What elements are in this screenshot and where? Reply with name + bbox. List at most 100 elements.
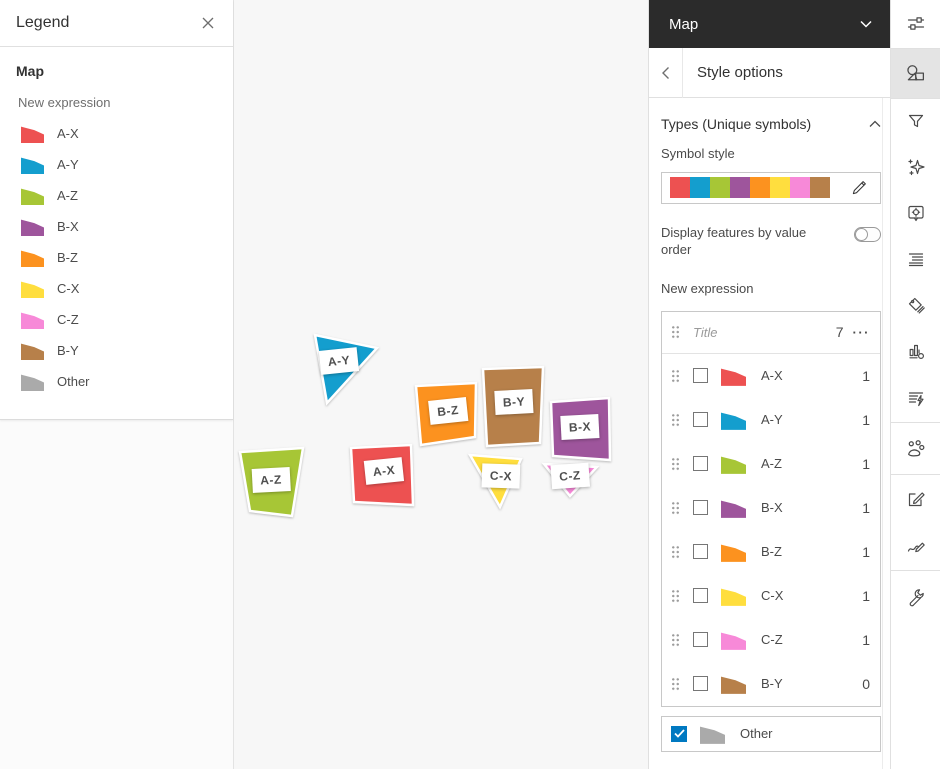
drag-handle-icon[interactable] xyxy=(671,500,680,515)
panel-scrollbar[interactable] xyxy=(882,98,883,769)
display-order-toggle[interactable] xyxy=(854,226,881,242)
effects-button[interactable] xyxy=(891,144,940,190)
drag-handle-icon[interactable] xyxy=(671,368,680,383)
polygon-swatch xyxy=(21,188,44,205)
edit-button[interactable] xyxy=(891,475,940,522)
polygon-swatch[interactable] xyxy=(721,412,746,430)
drag-handle-icon[interactable] xyxy=(671,544,680,559)
row-label: C-X xyxy=(761,588,784,604)
checkmark-icon xyxy=(673,729,685,739)
polygon-swatch[interactable] xyxy=(721,544,746,562)
drag-handle-icon[interactable] xyxy=(671,325,680,340)
row-checkbox[interactable] xyxy=(693,456,708,472)
wrench-icon xyxy=(909,588,924,606)
legend-expression-label: New expression xyxy=(18,95,111,110)
legend-close-button[interactable] xyxy=(198,13,218,33)
row-checkbox[interactable] xyxy=(693,588,708,604)
types-list: Title 7 ··· A-X 1 A-Y 1 A-Z 1 B-X 1 B-Z 1 C-X 1 C-Z 1… xyxy=(661,310,881,707)
app-settings-button[interactable] xyxy=(891,571,940,622)
polygon-swatch[interactable] xyxy=(721,500,746,518)
drag-handle-icon[interactable] xyxy=(671,632,680,647)
aggregation-button[interactable] xyxy=(891,423,940,474)
feature-label: B-Z xyxy=(428,397,468,425)
attribute-actions-button[interactable] xyxy=(891,374,940,422)
row-label: B-X xyxy=(761,500,783,516)
color-swatch xyxy=(770,177,790,199)
panel-title: Style options xyxy=(697,64,783,81)
drag-handle-icon[interactable] xyxy=(671,456,680,471)
sparkles-icon xyxy=(907,159,925,176)
fields-button[interactable] xyxy=(891,236,940,282)
type-row[interactable]: C-Z 1 xyxy=(662,618,880,662)
row-checkbox[interactable] xyxy=(693,676,708,692)
polygon-swatch[interactable] xyxy=(721,456,746,474)
charts-button[interactable] xyxy=(891,328,940,374)
chevron-up-icon xyxy=(869,120,881,127)
type-row[interactable]: A-Y 1 xyxy=(662,398,880,442)
polygon-swatch[interactable] xyxy=(721,588,746,606)
edit-symbol-style-button[interactable] xyxy=(847,175,872,200)
legend-item-label: C-Z xyxy=(57,312,79,327)
type-row[interactable]: B-Z 1 xyxy=(662,530,880,574)
feature-label: A-Z xyxy=(251,467,291,493)
display-order-label: Display features by value order xyxy=(661,224,807,258)
other-polygon-swatch[interactable] xyxy=(700,726,725,744)
color-swatch xyxy=(750,177,770,199)
other-row[interactable]: Other xyxy=(661,715,881,752)
title-input[interactable]: Title xyxy=(693,324,718,340)
polygon-swatch xyxy=(21,281,44,298)
list-rows: A-X 1 A-Y 1 A-Z 1 B-X 1 B-Z 1 C-X 1 C-Z 1 B-Y 0 xyxy=(662,354,880,706)
divider xyxy=(891,474,940,475)
fields-list-icon xyxy=(908,253,923,267)
row-checkbox[interactable] xyxy=(693,500,708,516)
polygon-swatch xyxy=(21,157,44,174)
other-checkbox[interactable] xyxy=(671,725,687,742)
row-label: A-Z xyxy=(761,456,782,472)
drag-handle-icon[interactable] xyxy=(671,676,680,691)
drag-handle-icon[interactable] xyxy=(671,412,680,427)
popups-button[interactable] xyxy=(891,190,940,236)
polygon-swatch[interactable] xyxy=(721,368,746,386)
styles-button[interactable] xyxy=(891,49,940,98)
polygon-swatch xyxy=(21,312,44,329)
back-button[interactable] xyxy=(649,47,683,98)
style-panel: Map Style options Types (Unique symbols)… xyxy=(648,0,890,769)
legend-item-label: B-Z xyxy=(57,250,78,265)
row-checkbox[interactable] xyxy=(693,544,708,560)
row-label: A-X xyxy=(761,368,783,384)
legend-item-label: C-X xyxy=(57,281,80,296)
type-row[interactable]: B-X 1 xyxy=(662,486,880,530)
options-menu-button[interactable]: ··· xyxy=(852,324,870,340)
settings-toolbar xyxy=(890,0,940,769)
row-checkbox[interactable] xyxy=(693,632,708,648)
layer-properties-button[interactable] xyxy=(891,0,940,48)
legend-item: A-Z xyxy=(16,180,217,211)
type-row[interactable]: C-X 1 xyxy=(662,574,880,618)
polygon-swatch[interactable] xyxy=(721,632,746,650)
type-row[interactable]: B-Y 0 xyxy=(662,662,880,706)
row-checkbox[interactable] xyxy=(693,412,708,428)
chevron-down-icon xyxy=(860,20,872,28)
toggle-knob xyxy=(855,227,868,241)
type-row[interactable]: A-X 1 xyxy=(662,354,880,398)
section-types-row[interactable]: Types (Unique symbols) xyxy=(661,116,881,132)
display-order-row: Display features by value order xyxy=(661,224,881,259)
filter-button[interactable] xyxy=(891,98,940,144)
row-count: 1 xyxy=(862,587,870,604)
layer-selector[interactable]: Map xyxy=(649,0,890,48)
legend-panel-title: Legend xyxy=(16,14,70,31)
legend-panel: Legend Map New expression A-X A-Y A-Z B-X B-… xyxy=(0,0,234,769)
new-expression-label: New expression xyxy=(661,280,754,296)
color-swatch xyxy=(670,177,690,199)
legend-item-label: B-Y xyxy=(57,343,79,358)
map-canvas[interactable]: A-Y B-Z B-Y B-X A-Z A-X C-X C-Z xyxy=(234,0,648,769)
sketch-button[interactable] xyxy=(891,522,940,570)
labels-button[interactable] xyxy=(891,282,940,328)
legend-item: B-Z xyxy=(16,242,217,273)
symbol-style-ramp[interactable] xyxy=(661,171,881,204)
polygon-swatch[interactable] xyxy=(721,676,746,694)
row-checkbox[interactable] xyxy=(693,368,708,384)
drag-handle-icon[interactable] xyxy=(671,588,680,603)
type-row[interactable]: A-Z 1 xyxy=(662,442,880,486)
legend-items: A-X A-Y A-Z B-X B-Z C-X C-Z B-Y Other xyxy=(16,118,217,397)
